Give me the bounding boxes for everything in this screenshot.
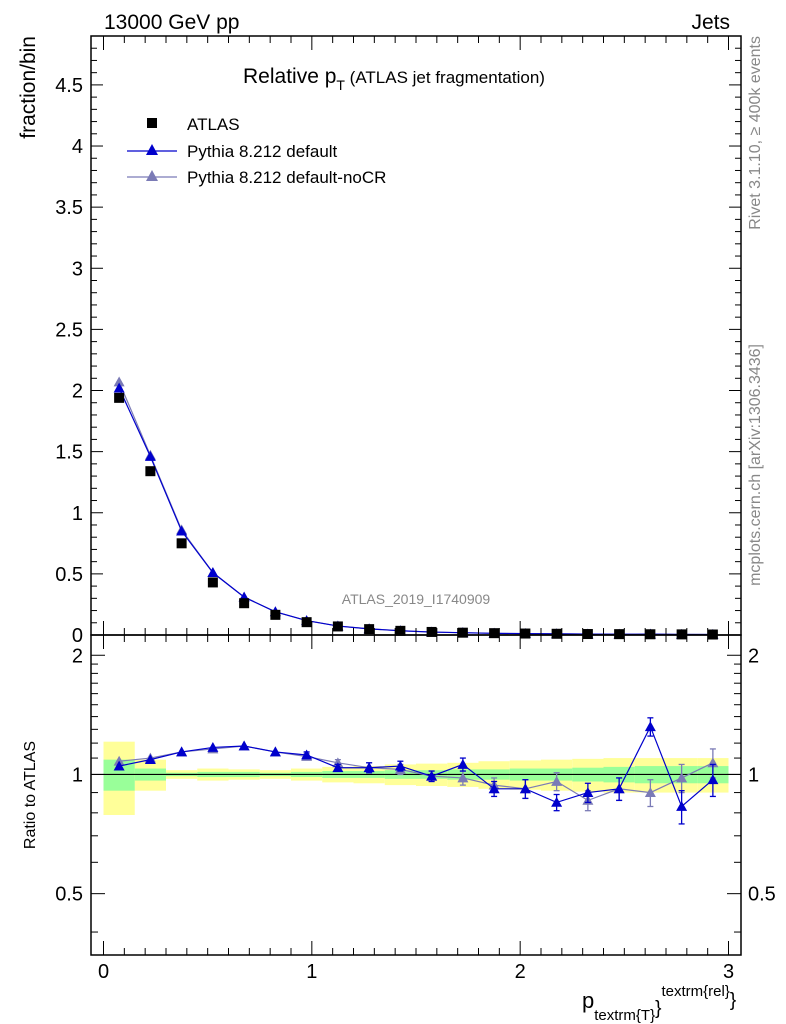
rivet-version-label: Rivet 3.1.10, ≥ 400k events [747, 36, 764, 230]
legend: ATLAS Pythia 8.212 default Pythia 8.212 … [127, 115, 386, 187]
x-axis-title-end: } [730, 990, 736, 1011]
plot-title: Relative pT (ATLAS jet fragmentation) [243, 65, 545, 93]
ratio-y-tick-label: 0.5 [55, 884, 83, 906]
plot-title-rest: (ATLAS jet fragmentation) [345, 68, 545, 87]
atlas-data-point [145, 466, 156, 477]
ratio-default-line [119, 725, 714, 808]
ratio-y-tick-label: 2 [72, 645, 83, 667]
atlas-data-point [457, 627, 468, 638]
ratio-default-marker [207, 741, 219, 752]
main-default-marker [113, 382, 125, 393]
atlas-data-point [395, 625, 406, 636]
x-tick-label: 2 [515, 961, 526, 983]
x-axis-title-brace: } [655, 998, 661, 1019]
header-process-label: Jets [691, 11, 730, 34]
ratio-default-marker [176, 746, 188, 757]
ratio-default-marker [613, 783, 625, 794]
main-default-marker [207, 567, 219, 578]
ratio-nocr-marker [644, 787, 656, 797]
plot-title-subscript: T [336, 77, 345, 93]
ratio-default-marker [457, 758, 469, 769]
atlas-data-point [551, 628, 562, 639]
ratio-default-marker [363, 762, 375, 773]
ratio-y-tick-label-right: 2 [748, 645, 759, 667]
main-nocr-marker [113, 376, 125, 387]
ratio-nocr-marker [551, 775, 563, 786]
atlas-data-point [114, 392, 125, 403]
ratio-default-marker [488, 783, 500, 794]
atlas-data-point [207, 577, 218, 588]
atlas-data-point [489, 628, 500, 639]
main-y-tick-label: 3 [72, 258, 83, 280]
atlas-data-point [176, 538, 187, 549]
x-axis-title: ptextrm{T}}textrm{rel}} [582, 983, 736, 1024]
atlas-data-point [239, 598, 250, 609]
ratio-default-marker [707, 774, 719, 785]
ratio-default-marker [144, 754, 156, 765]
atlas-data-point [301, 617, 312, 628]
ratio-y-tick-label: 1 [72, 764, 83, 786]
atlas-data-point [270, 609, 281, 620]
x-axis-title-p: p [582, 988, 594, 1013]
atlas-data-point [614, 629, 625, 640]
plot-title-main: Relative p [243, 65, 336, 88]
legend-atlas-label: ATLAS [187, 115, 240, 134]
x-axis-title-sub: textrm{T} [594, 1007, 655, 1024]
main-y-tick-label: 1 [72, 503, 83, 525]
main-y-tick-label: 0 [72, 625, 83, 647]
ratio-default-marker [426, 770, 438, 781]
main-y-tick-label: 4.5 [55, 75, 83, 97]
ratio-panel [91, 717, 741, 825]
main-default-marker [144, 451, 156, 461]
x-tick-label: 1 [306, 961, 317, 983]
ratio-nocr-line [119, 745, 714, 802]
atlas-data-point [332, 621, 343, 632]
main-y-axis-title: fraction/bin [17, 36, 40, 139]
ratio-default-marker [238, 740, 250, 751]
legend-nocr-label: Pythia 8.212 default-noCR [187, 168, 386, 187]
legend-default-label: Pythia 8.212 default [187, 142, 338, 161]
ratio-y-axis-title: Ratio to ATLAS [22, 741, 39, 849]
ratio-default-marker [301, 749, 313, 760]
atlas-data-point [364, 624, 375, 635]
analysis-watermark: ATLAS_2019_I1740909 [342, 591, 491, 607]
main-default-marker [176, 525, 188, 536]
legend-default-marker [146, 144, 158, 155]
mcplots-credit-label: mcplots.cern.ch [arXiv:1306.3436] [747, 344, 764, 586]
ratio-default-marker [644, 721, 656, 732]
legend-nocr-marker [146, 170, 158, 181]
main-y-tick-label: 4 [72, 136, 83, 158]
ratio-y-tick-label-right: 0.5 [748, 884, 776, 906]
ratio-default-marker [332, 762, 344, 773]
atlas-data-point [582, 629, 593, 640]
main-y-tick-label: 1.5 [55, 442, 83, 464]
ratio-default-marker [551, 796, 563, 807]
header-collision-label: 13000 GeV pp [104, 11, 239, 34]
main-y-tick-label: 2 [72, 381, 83, 403]
main-y-tick-label: 2.5 [55, 319, 83, 341]
atlas-data-point [426, 626, 437, 637]
ratio-default-marker [113, 760, 125, 771]
axes-frame: 0 0.5 1 1.5 2 2.5 3 3.5 4 4.5 0 1 2 3 0.5 0.5 1 1 2 2 [55, 35, 776, 983]
ratio-default-marker [519, 783, 531, 794]
main-y-tick-label: 0.5 [55, 564, 83, 586]
ratio-default-marker [676, 801, 688, 811]
x-tick-label: 0 [98, 961, 109, 983]
legend-atlas-marker [147, 118, 157, 128]
main-y-tick-label: 3.5 [55, 197, 83, 219]
x-axis-title-sup: textrm{rel} [661, 983, 729, 1000]
ratio-default-marker [582, 787, 594, 797]
ratio-nocr-marker [457, 772, 469, 783]
x-tick-label: 3 [723, 961, 734, 983]
ratio-default-marker [269, 746, 281, 757]
ratio-default-marker [394, 760, 406, 771]
atlas-data-point [520, 628, 531, 639]
ratio-nocr-marker [676, 772, 688, 783]
ratio-y-tick-label-right: 1 [748, 764, 759, 786]
